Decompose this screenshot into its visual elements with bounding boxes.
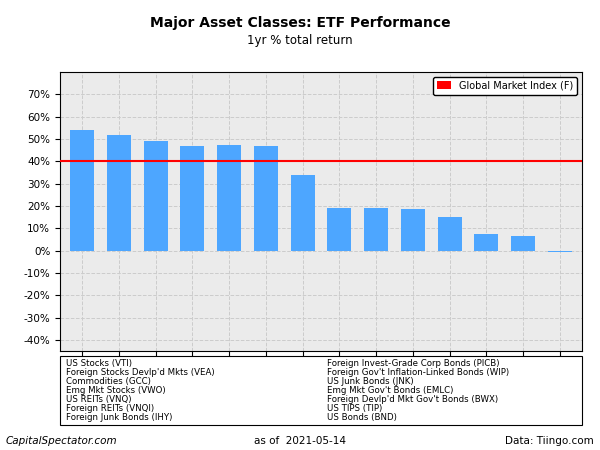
Text: Foreign Devlp'd Mkt Gov't Bonds (BWX): Foreign Devlp'd Mkt Gov't Bonds (BWX) [327, 395, 498, 404]
Text: Foreign Gov't Inflation-Linked Bonds (WIP): Foreign Gov't Inflation-Linked Bonds (WI… [327, 368, 509, 377]
Bar [438, 217, 461, 251]
Text: US Bonds (BND): US Bonds (BND) [327, 413, 397, 422]
Text: Emg Mkt Stocks (VWO): Emg Mkt Stocks (VWO) [66, 386, 166, 395]
Text: US REITs (VNQ): US REITs (VNQ) [66, 395, 131, 404]
Text: Commodities (GCC): Commodities (GCC) [66, 377, 151, 386]
Text: CapitalSpectator.com: CapitalSpectator.com [6, 436, 118, 446]
Bar [475, 234, 499, 251]
Text: as of  2021-05-14: as of 2021-05-14 [254, 436, 346, 446]
Bar [107, 135, 131, 251]
Text: 1yr % total return: 1yr % total return [247, 34, 353, 47]
Text: Foreign Stocks Devlp'd Mkts (VEA): Foreign Stocks Devlp'd Mkts (VEA) [66, 368, 215, 377]
Bar [254, 146, 278, 251]
Text: US Stocks (VTI): US Stocks (VTI) [66, 359, 132, 368]
Text: Major Asset Classes: ETF Performance: Major Asset Classes: ETF Performance [149, 16, 451, 30]
Bar [328, 208, 352, 251]
Bar [364, 208, 388, 251]
Bar [401, 210, 425, 251]
Bar [70, 130, 94, 251]
Bar [290, 175, 314, 251]
Text: Foreign Junk Bonds (IHY): Foreign Junk Bonds (IHY) [66, 413, 172, 422]
Text: Emg Mkt Gov't Bonds (EMLC): Emg Mkt Gov't Bonds (EMLC) [327, 386, 454, 395]
Bar [548, 251, 572, 252]
Bar [181, 146, 204, 251]
Text: Data: Tiingo.com: Data: Tiingo.com [505, 436, 594, 446]
Legend: Global Market Index (F): Global Market Index (F) [433, 77, 577, 94]
Text: Foreign REITs (VNQI): Foreign REITs (VNQI) [66, 404, 154, 413]
Text: Foreign Invest-Grade Corp Bonds (PICB): Foreign Invest-Grade Corp Bonds (PICB) [327, 359, 499, 368]
Text: US TIPS (TIP): US TIPS (TIP) [327, 404, 382, 413]
Bar [217, 145, 241, 251]
Bar [143, 141, 167, 251]
Text: US Junk Bonds (JNK): US Junk Bonds (JNK) [327, 377, 413, 386]
Bar [511, 237, 535, 251]
